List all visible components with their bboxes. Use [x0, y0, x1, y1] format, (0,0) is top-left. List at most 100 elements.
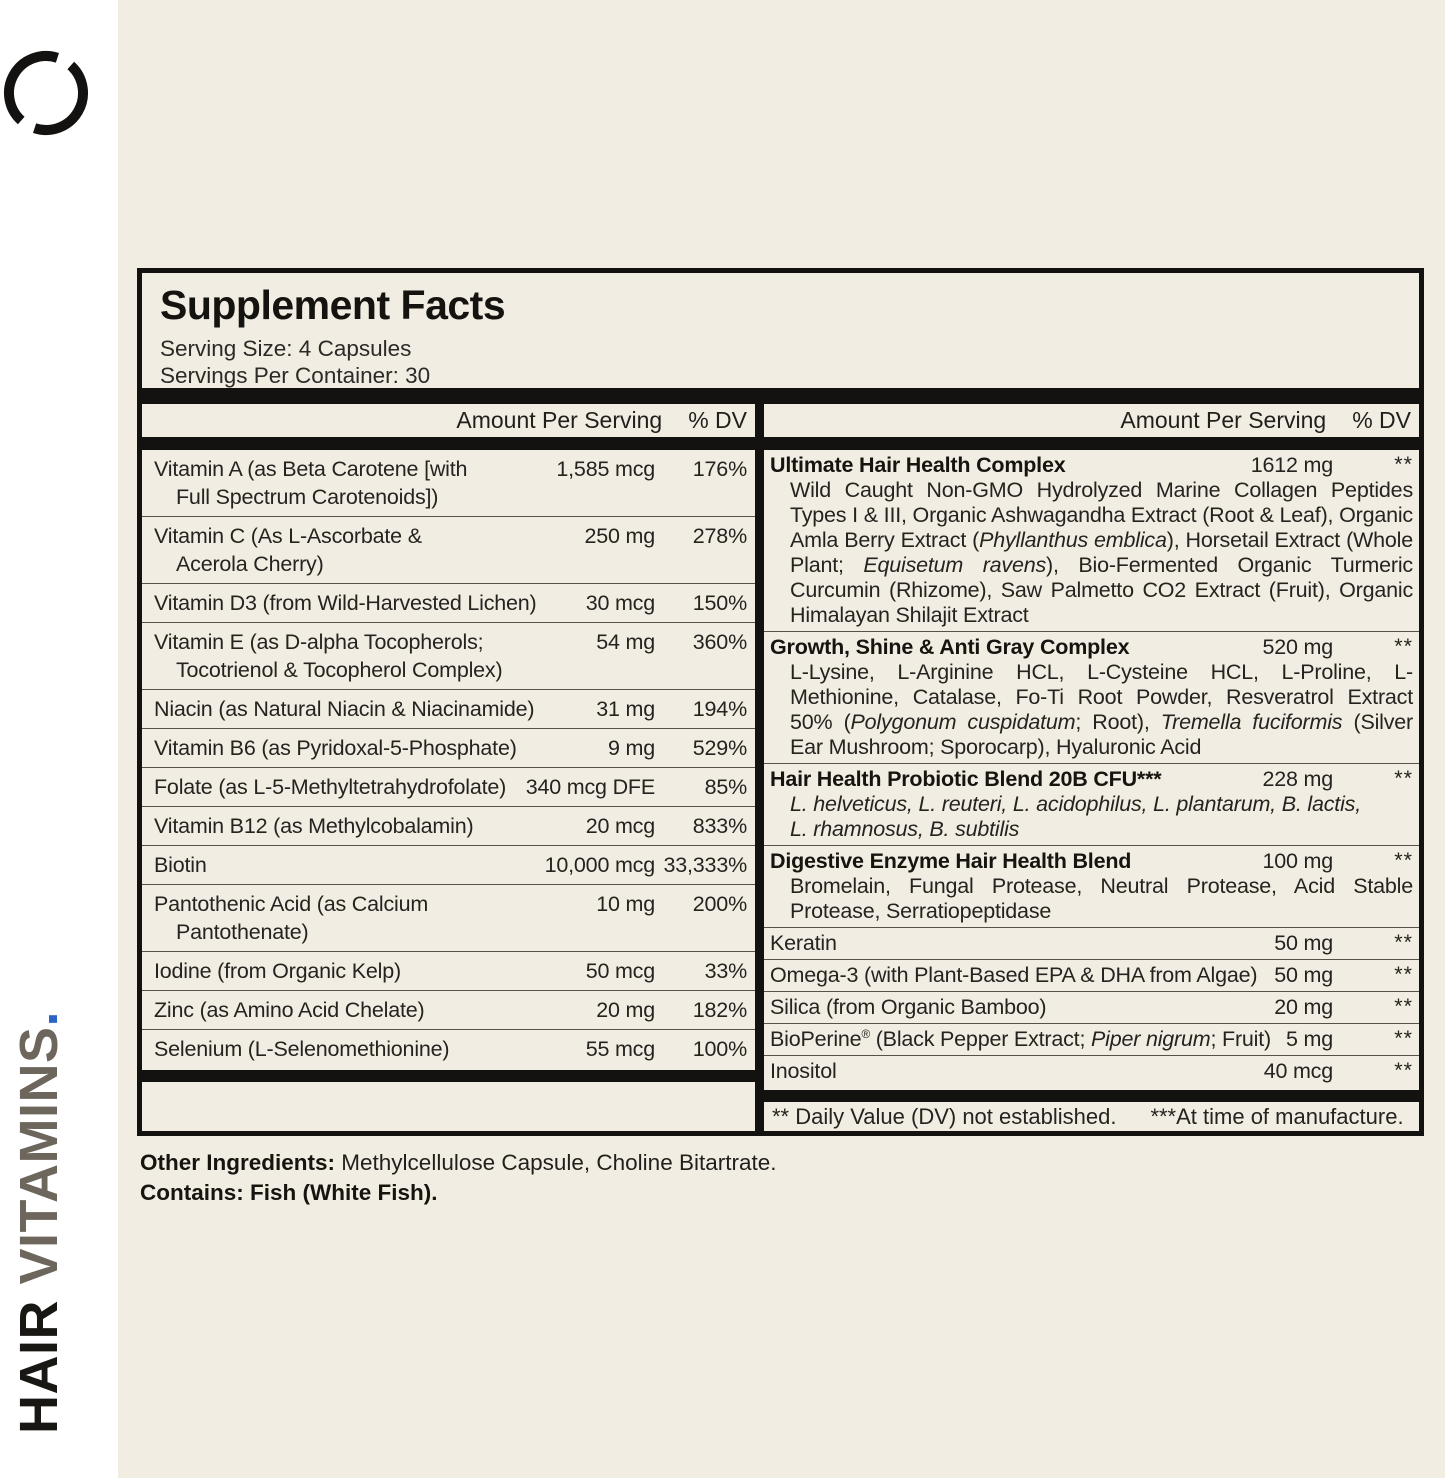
brand-dot: .: [9, 1010, 69, 1027]
ingredient-amount: 50 mcg: [585, 959, 656, 983]
right-column-header: Amount Per Serving % DV: [764, 407, 1419, 434]
ingredient-name: BioPerine® (Black Pepper Extract; Piper …: [770, 1026, 1271, 1051]
ingredient-amount: 1612 mg: [1250, 453, 1333, 477]
ingredient-amount: 250 mg: [584, 524, 655, 548]
ingredient-dv: 85%: [704, 775, 748, 799]
column-headers-row: Amount Per Serving % DV Amount Per Servi…: [142, 404, 1419, 437]
ingredient-dv: **: [1394, 848, 1413, 872]
right-column-bottom-bar: [764, 1090, 1419, 1102]
ingredient-amount: 20 mcg: [585, 814, 656, 838]
ingredient-name: Vitamin B6 (as Pyridoxal-5-Phosphate): [154, 734, 600, 762]
ingredient-row: BioPerine® (Black Pepper Extract; Piper …: [764, 1023, 1419, 1055]
ingredient-row: Vitamin B12 (as Methylcobalamin) 20 mcg 83…: [142, 806, 755, 845]
ingredient-name-line: Folate (as L-5-Methyltetrahydrofolate): [154, 775, 507, 799]
ingredient-row: Inositol 40 mcg **: [764, 1055, 1419, 1087]
ingredient-amount: 30 mcg: [585, 591, 656, 615]
column-divider: [755, 388, 764, 1131]
ingredient-dv: **: [1394, 994, 1413, 1018]
brand-vertical-text: HAIR VITAMINS.: [9, 1010, 69, 1434]
ingredient-description: Bromelain, Fungal Protease, Neutral Prot…: [790, 874, 1413, 923]
ingredient-name: Ultimate Hair Health Complex: [770, 453, 1066, 477]
ingredient-dv: **: [1394, 452, 1413, 476]
ingredient-name-line: Vitamin B12 (as Methylcobalamin): [154, 814, 474, 838]
ingredient-name: Vitamin C (As L-Ascorbate & Acerola Cherr…: [154, 522, 576, 578]
ingredient-row: Pantothenic Acid (as Calcium Pantothenate…: [142, 884, 755, 951]
panel-header-block: Supplement Facts Serving Size: 4 Capsule…: [142, 273, 1419, 389]
broken-circle-logo-icon: [4, 51, 88, 135]
footnote-manufacture: ***At time of manufacture.: [1150, 1104, 1404, 1129]
ingredient-row: Selenium (L-Selenomethionine) 55 mcg 100%: [142, 1029, 755, 1068]
ingredient-name-line: Selenium (L-Selenomethionine): [154, 1037, 450, 1061]
footnote-block: ** Daily Value (DV) not established. ***A…: [764, 1090, 1419, 1131]
ingredient-row: Silica (from Organic Bamboo) 20 mg **: [764, 991, 1419, 1023]
ingredient-amount: 340 mcg DFE: [525, 775, 655, 799]
ingredient-amount: 54 mg: [596, 630, 655, 654]
contains-statement: Contains: Fish (White Fish).: [140, 1180, 438, 1205]
ingredient-name-line: Iodine (from Organic Kelp): [154, 959, 401, 983]
panel-title: Supplement Facts: [160, 282, 506, 328]
ingredient-amount: 10,000 mcg: [544, 853, 656, 877]
ingredient-dv: 182%: [692, 998, 747, 1022]
ingredient-row-top: Keratin 50 mg **: [770, 930, 1413, 956]
ingredient-name: Iodine (from Organic Kelp): [154, 957, 578, 985]
ingredient-name: Pantothenic Acid (as Calcium Pantothenate…: [154, 890, 588, 946]
ingredient-row: Vitamin E (as D-alpha Tocopherols; Tocotr…: [142, 622, 755, 689]
ingredient-name-line: Tocotrienol & Tocopherol Complex): [176, 658, 503, 682]
ingredient-description: L. helveticus, L. reuteri, L. acidophilu…: [790, 792, 1361, 841]
ingredient-row: Zinc (as Amino Acid Chelate) 20 mg 182%: [142, 990, 755, 1029]
ingredient-name-line: Vitamin A (as Beta Carotene [with: [154, 457, 468, 481]
ingredient-row: Folate (as L-5-Methyltetrahydrofolate) 34…: [142, 767, 755, 806]
ingredient-amount: 20 mg: [1274, 995, 1333, 1019]
ingredient-dv: 529%: [692, 736, 747, 760]
ingredient-name-line: Vitamin E (as D-alpha Tocopherols;: [154, 630, 484, 654]
ingredient-name: Vitamin A (as Beta Carotene [with Full Sp…: [154, 455, 548, 511]
ingredient-name: Silica (from Organic Bamboo): [770, 995, 1047, 1019]
supplement-facts-panel: Supplement Facts Serving Size: 4 Capsule…: [137, 268, 1424, 1136]
ingredient-amount: 100 mg: [1262, 849, 1333, 873]
ingredient-name-line: Niacin (as Natural Niacin & Niacinamide): [154, 697, 535, 721]
ingredient-name: Vitamin B12 (as Methylcobalamin): [154, 812, 578, 840]
ingredient-columns: Vitamin A (as Beta Carotene [with Full Sp…: [142, 450, 1419, 1131]
servings-per-container: Servings Per Container: 30: [160, 363, 431, 388]
ingredient-description: L-Lysine, L-Arginine HCL, L-Cysteine HCL…: [790, 660, 1414, 759]
separator-bar-top: [142, 388, 1419, 404]
left-column-bottom-bar: [142, 1070, 755, 1082]
percent-dv-header: % DV: [1352, 407, 1411, 433]
ingredient-dv: **: [1394, 766, 1413, 790]
ingredient-dv: **: [1394, 634, 1413, 658]
ingredient-amount: 9 mg: [608, 736, 655, 760]
serving-size: Serving Size: 4 Capsules: [160, 336, 412, 361]
below-panel-text: Other Ingredients: Methylcellulose Capsu…: [140, 1148, 777, 1208]
ingredient-amount: 31 mg: [596, 697, 655, 721]
ingredient-name: Niacin (as Natural Niacin & Niacinamide): [154, 695, 588, 723]
ingredient-name: Folate (as L-5-Methyltetrahydrofolate): [154, 773, 518, 801]
ingredient-row-top: Inositol 40 mcg **: [770, 1058, 1413, 1084]
ingredient-dv: 100%: [692, 1037, 747, 1061]
ingredient-name-line: Acerola Cherry): [176, 552, 324, 576]
ingredient-row-top: Omega-3 (with Plant-Based EPA & DHA from…: [770, 962, 1413, 988]
other-ingredients-text: Methylcellulose Capsule, Choline Bitartr…: [335, 1150, 777, 1175]
ingredient-dv: 33%: [704, 959, 748, 983]
ingredient-dv: **: [1394, 930, 1413, 954]
ingredient-row: Niacin (as Natural Niacin & Niacinamide)…: [142, 689, 755, 728]
left-ingredient-column: Vitamin A (as Beta Carotene [with Full Sp…: [142, 450, 755, 1131]
ingredient-name: Selenium (L-Selenomethionine): [154, 1035, 578, 1063]
ingredient-name-line: Pantothenate): [176, 920, 309, 944]
ingredient-row-top: Ultimate Hair Health Complex 1612 mg **: [770, 452, 1413, 478]
ingredient-amount: 5 mg: [1286, 1027, 1333, 1051]
ingredient-amount: 10 mg: [596, 892, 655, 916]
ingredient-row-top: BioPerine® (Black Pepper Extract; Piper …: [770, 1026, 1413, 1052]
ingredient-name: Vitamin E (as D-alpha Tocopherols; Tocotr…: [154, 628, 588, 684]
ingredient-row: Vitamin D3 (from Wild-Harvested Lichen) 3…: [142, 583, 755, 622]
ingredient-dv: 176%: [692, 457, 747, 481]
ingredient-name-line: Vitamin C (As L-Ascorbate &: [154, 524, 422, 548]
ingredient-row: Vitamin C (As L-Ascorbate & Acerola Cherr…: [142, 516, 755, 583]
ingredient-row: Hair Health Probiotic Blend 20B CFU*** 22…: [764, 763, 1419, 845]
ingredient-row: Biotin 10,000 mcg 33,333%: [142, 845, 755, 884]
left-column-header: Amount Per Serving % DV: [142, 407, 755, 434]
ingredient-name-line: Pantothenic Acid (as Calcium: [154, 892, 429, 916]
ingredient-amount: 228 mg: [1262, 767, 1333, 791]
ingredient-description: Wild Caught Non-GMO Hydrolyzed Marine Co…: [790, 478, 1413, 627]
ingredient-row: Iodine (from Organic Kelp) 50 mcg 33%: [142, 951, 755, 990]
